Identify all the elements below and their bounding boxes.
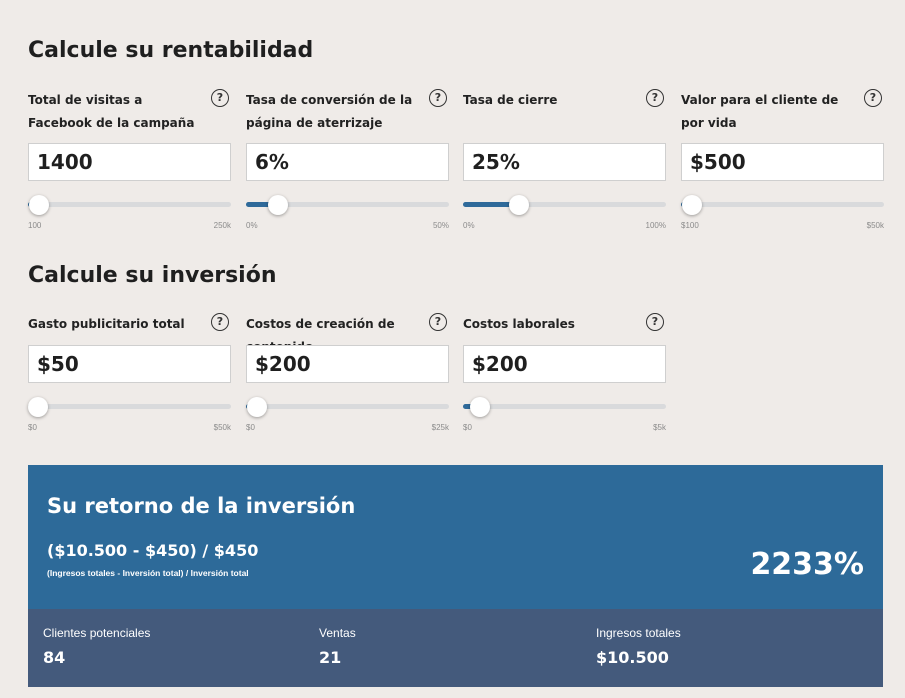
slider-min-label: $0 — [463, 423, 472, 432]
slider-min-label: $0 — [28, 423, 37, 432]
slider-min-label: 0% — [463, 221, 475, 230]
slider-track — [463, 202, 666, 207]
slider-track — [246, 404, 449, 409]
field-label: Tasa de conversión de la página de aterr… — [246, 93, 413, 130]
help-icon[interactable]: ? — [864, 89, 882, 107]
investment-title: Calcule su inversión — [28, 263, 277, 288]
help-icon[interactable]: ? — [646, 313, 664, 331]
field-label: Costos laborales — [463, 317, 575, 331]
slider-track — [28, 404, 231, 409]
roi-title: Su retorno de la inversión — [47, 494, 356, 518]
facebook-visits-input[interactable] — [28, 143, 231, 181]
roi-percentage: 2233% — [750, 547, 864, 582]
slider-thumb[interactable] — [267, 195, 288, 215]
slider-max-label: $5k — [653, 423, 666, 432]
slider-thumb[interactable] — [28, 195, 49, 215]
ad-spend-slider[interactable] — [28, 397, 231, 417]
content-costs-input[interactable] — [246, 345, 449, 383]
field-label: Gasto publicitario total — [28, 317, 185, 331]
slider-thumb[interactable] — [247, 397, 268, 417]
field-label: Total de visitas a Facebook de la campañ… — [28, 93, 195, 130]
field-label: Valor para el cliente de por vida — [681, 93, 839, 130]
slider-thumb[interactable] — [470, 397, 491, 417]
slider-max-label: 100% — [645, 221, 666, 230]
slider-max-label: $50k — [866, 221, 884, 230]
slider-min-label: $100 — [681, 221, 699, 230]
stat-sales: Ventas 21 — [319, 626, 356, 667]
slider-max-label: 250k — [213, 221, 231, 230]
stat-leads: Clientes potenciales 84 — [43, 626, 150, 667]
ad-spend-input[interactable] — [28, 345, 231, 383]
roi-formula: ($10.500 - $450) / $450 — [47, 541, 259, 560]
slider-min-label: 100 — [28, 221, 42, 230]
slider-fill — [463, 202, 519, 207]
conversion-rate-input[interactable] — [246, 143, 449, 181]
facebook-visits-slider[interactable] — [28, 195, 231, 215]
labor-costs-slider[interactable] — [463, 397, 666, 417]
slider-max-label: 50% — [432, 221, 449, 230]
field-label: Tasa de cierre — [463, 93, 558, 107]
close-rate-slider[interactable] — [463, 195, 666, 215]
stat-total-revenue: Ingresos totales $10.500 — [596, 626, 681, 667]
lifetime-value-input[interactable] — [681, 143, 884, 181]
roi-formula-caption: (Ingresos totales - Inversión total) / I… — [47, 568, 249, 578]
slider-track — [246, 202, 449, 207]
slider-max-label: $50k — [213, 423, 231, 432]
content-costs-slider[interactable] — [246, 397, 449, 417]
stat-label: Clientes potenciales — [43, 626, 151, 640]
slider-track — [28, 202, 231, 207]
help-icon[interactable]: ? — [429, 313, 447, 331]
help-icon[interactable]: ? — [646, 89, 664, 107]
slider-track — [463, 404, 666, 409]
stat-label: Ingresos totales — [596, 626, 681, 640]
slider-min-label: $0 — [246, 423, 255, 432]
slider-thumb[interactable] — [28, 397, 49, 417]
slider-max-label: $25k — [431, 423, 449, 432]
slider-thumb[interactable] — [508, 195, 529, 215]
slider-min-label: 0% — [246, 221, 258, 230]
stat-value: 21 — [319, 648, 342, 667]
stat-value: 84 — [43, 648, 66, 667]
help-icon[interactable]: ? — [429, 89, 447, 107]
help-icon[interactable]: ? — [211, 89, 229, 107]
help-icon[interactable]: ? — [211, 313, 229, 331]
slider-thumb[interactable] — [682, 195, 703, 215]
stat-value: $10.500 — [596, 648, 669, 667]
close-rate-input[interactable] — [463, 143, 666, 181]
conversion-rate-slider[interactable] — [246, 195, 449, 215]
labor-costs-input[interactable] — [463, 345, 666, 383]
stats-panel: Clientes potenciales 84 Ventas 21 Ingres… — [28, 609, 883, 687]
roi-panel: Su retorno de la inversión ($10.500 - $4… — [28, 465, 883, 609]
stat-label: Ventas — [319, 626, 356, 640]
lifetime-value-slider[interactable] — [681, 195, 884, 215]
profitability-title: Calcule su rentabilidad — [28, 38, 314, 63]
slider-fill — [246, 202, 278, 207]
slider-track — [681, 202, 884, 207]
results-panel: Su retorno de la inversión ($10.500 - $4… — [28, 465, 883, 687]
